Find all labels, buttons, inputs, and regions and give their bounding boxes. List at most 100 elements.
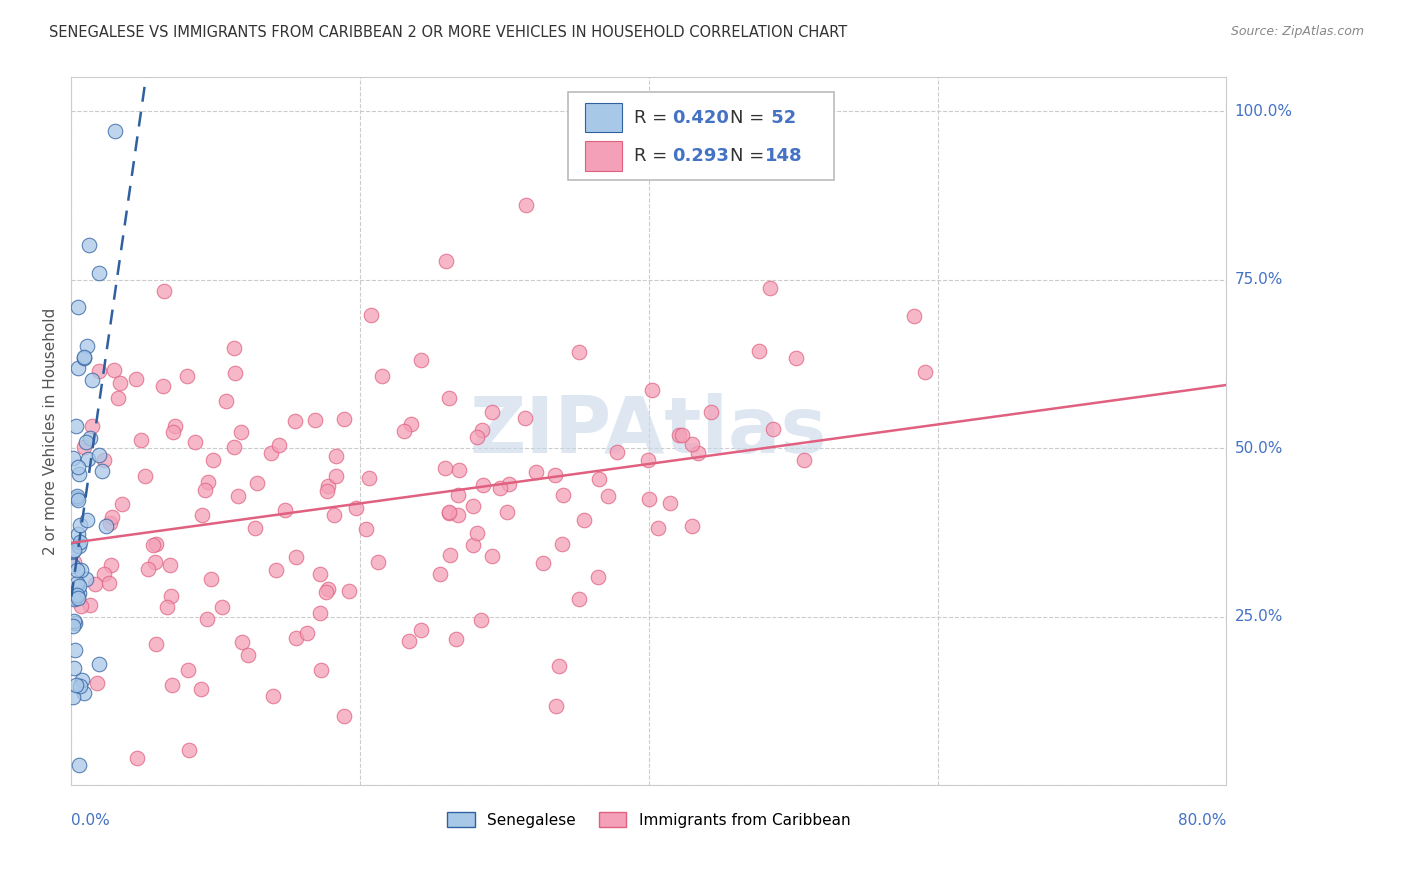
Point (434, 460, 457, 475)
Point (177, 663, 200, 677)
Point (67, 591, 90, 605)
Point (107, 392, 129, 406)
Point (596, 490, 619, 504)
Point (700, 404, 723, 418)
Point (69, 518, 91, 533)
Point (125, 372, 148, 386)
Point (93, 567, 115, 582)
Point (470, 613, 492, 627)
Point (63, 543, 86, 558)
Point (176, 368, 198, 383)
Point (284, 414, 307, 428)
Point (304, 413, 326, 427)
FancyBboxPatch shape (585, 103, 623, 132)
Point (211, 599, 233, 614)
Point (323, 508, 346, 522)
Point (191, 508, 214, 523)
Point (67, 757, 90, 772)
Point (100, 558, 122, 572)
Point (226, 489, 249, 503)
Point (100, 510, 122, 524)
Point (77, 238, 100, 252)
Point (142, 538, 165, 552)
Point (344, 501, 367, 516)
Point (231, 425, 253, 439)
Point (449, 463, 471, 477)
Point (79, 598, 101, 612)
Point (686, 445, 709, 459)
Point (62, 690, 84, 705)
Point (62, 661, 84, 675)
Point (190, 682, 212, 697)
Point (111, 497, 134, 511)
Point (489, 482, 512, 496)
Point (70, 673, 93, 687)
Point (75, 434, 97, 449)
Point (200, 572, 222, 586)
Point (194, 483, 217, 498)
Point (69, 680, 91, 694)
Point (63, 643, 86, 657)
Point (748, 344, 770, 359)
Point (481, 405, 503, 419)
Point (87, 657, 110, 671)
Point (316, 479, 339, 493)
Text: N =: N = (730, 109, 769, 127)
Point (222, 440, 245, 454)
Point (67, 586, 90, 600)
Point (67, 361, 90, 376)
Point (515, 198, 537, 212)
Point (568, 345, 591, 359)
Point (515, 411, 537, 425)
Point (285, 549, 308, 564)
Point (153, 284, 176, 298)
Point (73, 350, 96, 364)
Point (91, 464, 114, 478)
Point (465, 430, 488, 444)
Point (66, 588, 89, 602)
Point (224, 366, 246, 380)
Point (269, 437, 291, 451)
Point (246, 475, 269, 490)
Point (681, 519, 703, 533)
Point (87, 364, 110, 378)
Point (86, 676, 108, 690)
Point (274, 503, 297, 517)
Text: R =: R = (634, 109, 672, 127)
Point (544, 468, 567, 483)
Point (65, 678, 87, 692)
Text: 25.0%: 25.0% (1234, 609, 1282, 624)
Point (202, 453, 225, 467)
Point (496, 505, 519, 519)
Point (155, 600, 177, 615)
Point (354, 522, 377, 536)
Point (568, 591, 591, 606)
Text: 50.0%: 50.0% (1234, 441, 1282, 456)
Point (260, 446, 283, 460)
Point (471, 423, 494, 437)
Point (640, 383, 662, 397)
Point (77, 451, 100, 466)
Point (638, 491, 661, 506)
Point (231, 634, 253, 648)
Point (398, 633, 420, 648)
Point (498, 476, 520, 491)
Point (447, 487, 470, 501)
Point (309, 606, 332, 620)
Point (62, 544, 84, 558)
Point (76, 339, 98, 353)
Point (93, 452, 115, 467)
Point (97, 576, 120, 591)
Text: R =: R = (634, 147, 672, 165)
Point (588, 472, 610, 486)
Point (73, 686, 96, 700)
Point (69, 535, 91, 549)
Point (67, 539, 90, 553)
Point (214, 393, 236, 408)
Point (533, 557, 555, 571)
Point (903, 309, 925, 323)
Point (94, 519, 117, 533)
Point (586, 570, 609, 584)
Point (285, 631, 308, 645)
Point (152, 378, 174, 392)
